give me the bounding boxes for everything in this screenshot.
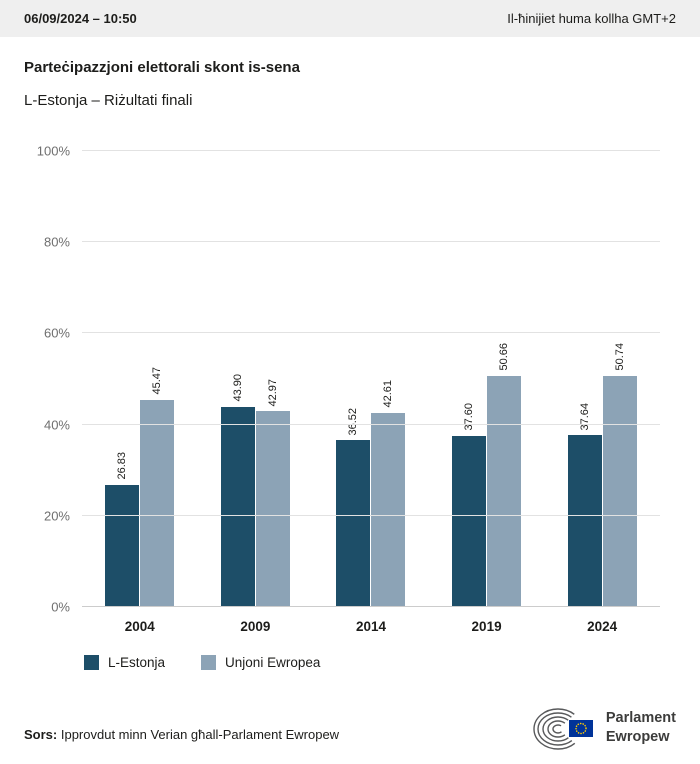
bar-value-label: 45.47 xyxy=(151,367,164,395)
bar-l-estonja-2019[interactable]: 37.60 xyxy=(452,403,487,607)
bar-unjoni-ewropea-2004[interactable]: 45.47 xyxy=(140,367,175,607)
y-tick-label: 100% xyxy=(36,143,70,159)
legend-label-l-estonja: L-Estonja xyxy=(108,655,166,670)
date-time: 06/09/2024 – 10:50 xyxy=(24,11,137,26)
bar-value-label: 50.74 xyxy=(613,343,626,371)
bar-value-label: 26.83 xyxy=(116,452,129,480)
footer: Sors: Ipprovdut minn Verian għall-Parlam… xyxy=(0,704,700,764)
y-tick-label: 40% xyxy=(43,417,70,433)
gridline xyxy=(82,332,660,334)
bar-group-2024: 37.64 50.74 2024 xyxy=(567,151,637,634)
bar-group-2019: 37.60 50.66 2019 xyxy=(452,151,522,634)
ep-logo-line2: Ewropew xyxy=(605,729,670,745)
bar-group-2004: 26.83 45.47 2004 xyxy=(105,151,175,634)
bar-l-estonja-2014[interactable]: 36.52 xyxy=(336,408,371,607)
bar-group-2014: 36.52 42.61 2014 xyxy=(336,151,406,634)
gridline xyxy=(82,606,660,607)
y-tick-label: 0% xyxy=(51,599,70,615)
y-tick-label: 60% xyxy=(43,325,70,341)
legend-item-l-estonja: L-Estonja xyxy=(84,655,165,670)
x-tick-label: 2024 xyxy=(587,619,618,634)
main-content: Parteċipazzjoni elettorali skont is-sena… xyxy=(0,59,700,670)
bar-unjoni-ewropea-2019[interactable]: 50.66 xyxy=(487,343,522,607)
ep-logo-text: Parlament Ewropew xyxy=(606,709,676,747)
source-text: Ipprovdut minn Verian għall-Parlament Ew… xyxy=(60,727,340,742)
european-parliament-logo[interactable]: Parlament Ewropew xyxy=(533,704,676,752)
x-tick-label: 2004 xyxy=(124,619,155,634)
chart-subtitle: L-Estonja – Riżultati finali xyxy=(24,92,193,109)
bar-group-2009: 43.90 42.97 2009 xyxy=(220,151,290,634)
legend-item-unjoni-ewropea: Unjoni Ewropea xyxy=(201,655,320,670)
bar-value-label: 42.97 xyxy=(266,378,279,407)
x-tick-label: 2009 xyxy=(240,619,271,634)
gridline xyxy=(82,514,660,516)
x-tick-label: 2014 xyxy=(355,619,386,634)
source-note: Sors: Ipprovdut minn Verian għall-Parlam… xyxy=(24,727,339,742)
bar-chart: 26.83 45.47 2004 43.90 42.97 2009 36.52 42.61 20… xyxy=(37,145,660,634)
bar-value-label: 50.66 xyxy=(498,343,511,371)
bar-value-label: 37.64 xyxy=(578,402,591,431)
bar-value-label: 37.60 xyxy=(463,403,476,431)
bar-value-label: 42.61 xyxy=(382,380,395,408)
timezone-note: Il-ħinijiet huma kollha GMT+2 xyxy=(507,11,676,26)
bar-value-label: 36.52 xyxy=(347,407,360,436)
bar-l-estonja-2009[interactable]: 43.90 xyxy=(220,374,255,607)
gridline xyxy=(82,423,660,425)
y-tick-label: 80% xyxy=(43,234,70,250)
top-bar: 06/09/2024 – 10:50 Il-ħinijiet huma koll… xyxy=(0,0,700,37)
eu-flag-icon xyxy=(568,720,593,737)
bar-l-estonja-2024[interactable]: 37.64 xyxy=(567,403,602,607)
ep-logo-line1: Parlament xyxy=(605,710,676,727)
bar-groups: 26.83 45.47 2004 43.90 42.97 2009 36.52 42.61 20… xyxy=(82,151,660,634)
y-tick-label: 20% xyxy=(43,508,70,524)
x-tick-label: 2019 xyxy=(471,619,502,634)
gridline xyxy=(82,150,660,151)
ep-hemicycle-icon xyxy=(533,708,593,750)
bar-unjoni-ewropea-2014[interactable]: 42.61 xyxy=(371,380,406,607)
source-label: Sors: xyxy=(24,727,58,742)
page-title: Parteċipazzjoni elettorali skont is-sena xyxy=(24,59,300,76)
bar-value-label: 43.90 xyxy=(231,374,244,402)
chart-legend: L-Estonja Unjoni Ewropea xyxy=(84,655,660,670)
legend-label-unjoni-ewropea: Unjoni Ewropea xyxy=(225,655,321,670)
legend-swatch-unjoni-ewropea xyxy=(201,655,217,670)
bar-l-estonja-2004[interactable]: 26.83 xyxy=(105,452,140,607)
legend-swatch-l-estonja xyxy=(84,655,99,670)
bar-unjoni-ewropea-2009[interactable]: 42.97 xyxy=(255,379,290,607)
gridline xyxy=(82,241,660,243)
bar-unjoni-ewropea-2024[interactable]: 50.74 xyxy=(602,343,637,607)
